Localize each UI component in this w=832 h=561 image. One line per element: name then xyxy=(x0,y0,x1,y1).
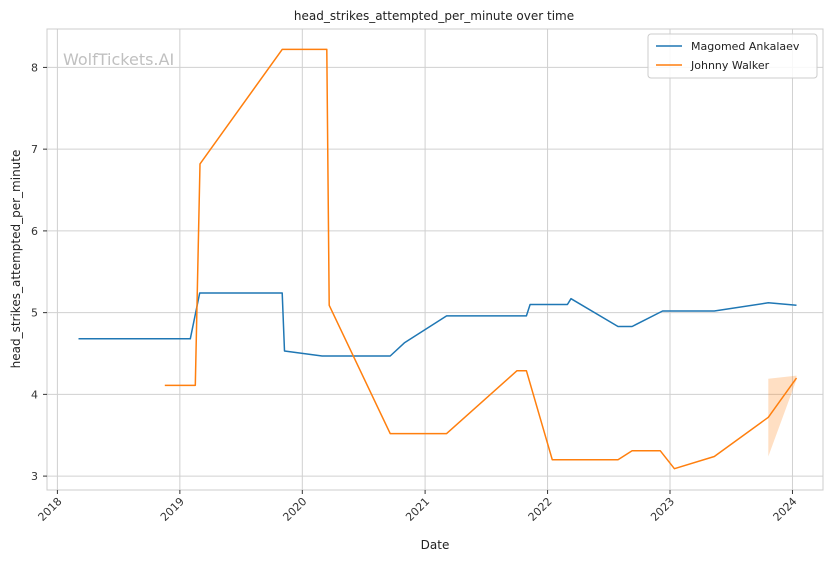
y-tick-label: 8 xyxy=(31,61,38,74)
y-tick-label: 6 xyxy=(31,225,38,238)
legend-label: Johnny Walker xyxy=(690,59,770,72)
y-tick-label: 4 xyxy=(31,388,38,401)
y-tick-label: 7 xyxy=(31,143,38,156)
y-tick-label: 5 xyxy=(31,307,38,320)
confidence-band xyxy=(768,375,797,457)
line-layer xyxy=(78,48,798,470)
chart-title: head_strikes_attempted_per_minute over t… xyxy=(294,9,574,23)
band-layer xyxy=(768,375,797,457)
series-line xyxy=(78,292,797,357)
legend-box xyxy=(647,33,818,79)
legend: Magomed Ankalaev Johnny Walker xyxy=(647,33,818,79)
y-axis-label: head_strikes_attempted_per_minute xyxy=(9,150,23,369)
x-axis-label: Date xyxy=(421,538,450,552)
y-tick-label: 3 xyxy=(31,470,38,483)
series-line xyxy=(164,48,798,470)
legend-label: Magomed Ankalaev xyxy=(691,40,800,53)
plot-frame xyxy=(46,28,824,491)
watermark: WolfTickets.AI xyxy=(63,50,174,69)
